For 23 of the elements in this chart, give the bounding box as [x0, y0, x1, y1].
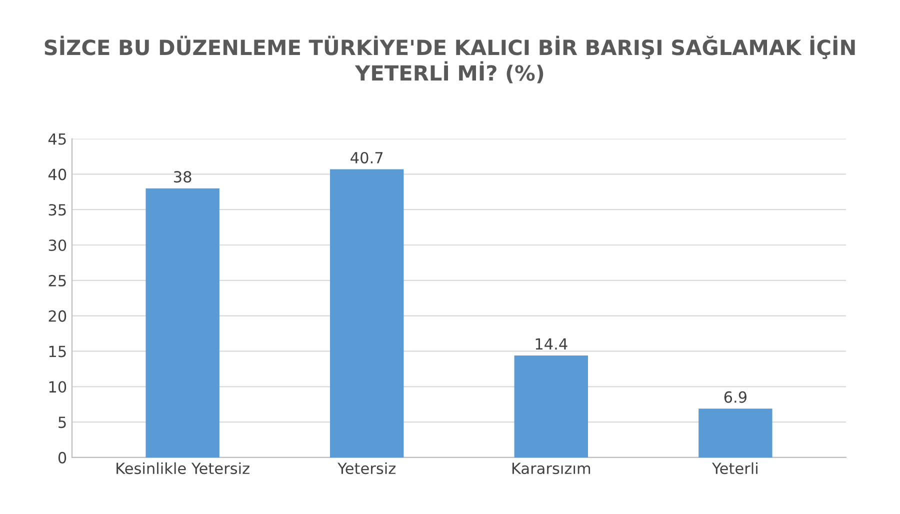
bar: [146, 188, 220, 458]
bar: [514, 355, 588, 458]
data-label: 38: [174, 171, 192, 183]
y-tick-label: 35: [48, 204, 66, 216]
y-tick-label: 15: [49, 346, 66, 358]
data-label: 14.4: [536, 338, 568, 350]
x-tick-label: Kararsızım: [512, 462, 590, 474]
bar: [698, 408, 772, 458]
x-tick-label: Kesinlikle Yetersiz: [116, 462, 250, 474]
data-label: 6.9: [724, 391, 747, 403]
y-tick-label: 45: [48, 133, 66, 145]
y-tick-label: 0: [58, 452, 66, 464]
x-tick-label: Yetersiz: [338, 462, 396, 474]
y-tick-label: 20: [48, 310, 66, 322]
y-tick-label: 5: [58, 416, 66, 428]
y-tick-label: 25: [48, 274, 66, 286]
data-label: 40.7: [350, 152, 383, 164]
y-tick-label: 10: [49, 381, 66, 393]
y-tick-label: 30: [48, 239, 66, 252]
bar: [330, 169, 404, 458]
x-tick-label: Yeterli: [712, 462, 758, 474]
y-tick-label: 40: [48, 168, 66, 180]
chart-title: SİZCE BU DÜZENLEME TÜRKİYE'DE KALICI BİR BARIŞI SAĞLAMAK İÇİN YETERLİ Mİ? (%): [44, 36, 855, 84]
